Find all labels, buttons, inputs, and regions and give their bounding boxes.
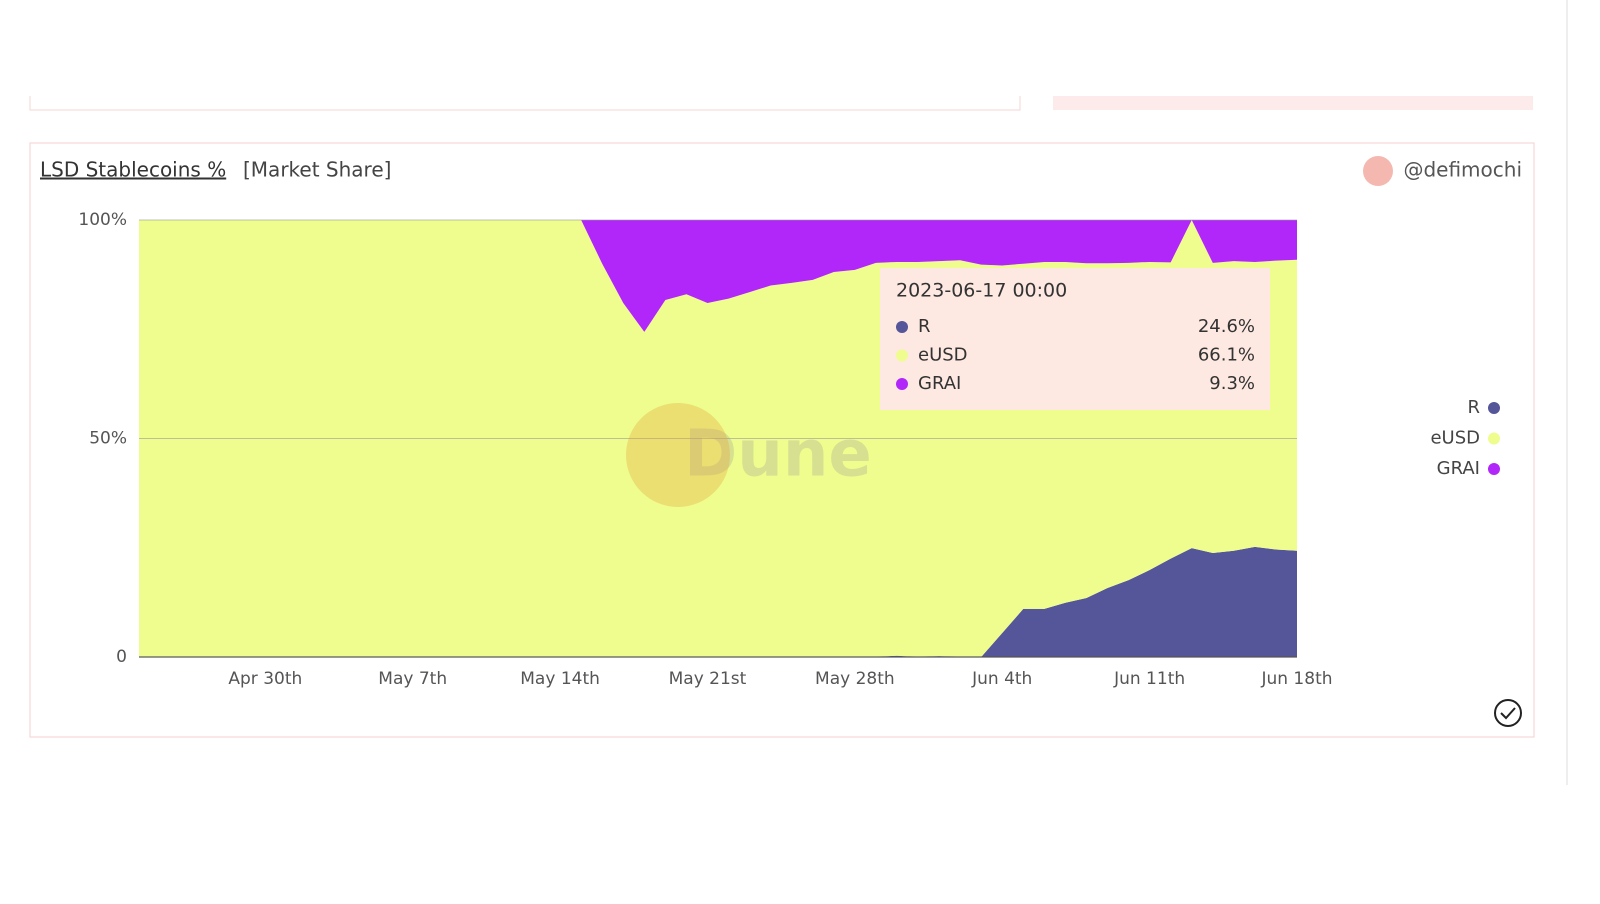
legend-swatch (1488, 432, 1500, 445)
chart-title[interactable]: LSD Stablecoins % (40, 158, 226, 182)
tooltip-value: 9.3% (1209, 373, 1255, 394)
x-tick-label: Jun 11th (1113, 669, 1185, 689)
tooltip-swatch (896, 378, 908, 390)
tooltip-value: 66.1% (1198, 345, 1255, 366)
x-tick-label: Jun 18th (1260, 669, 1332, 689)
legend-label: R (1467, 397, 1480, 418)
author-name[interactable]: @defimochi (1403, 158, 1522, 182)
x-tick-label: May 14th (520, 669, 600, 689)
area (139, 220, 1297, 332)
tooltip-series: eUSD (918, 345, 968, 366)
check-mark (1500, 707, 1516, 720)
tooltip-series: R (918, 316, 931, 337)
cover (0, 0, 1600, 96)
area (139, 546, 1297, 657)
check-icon[interactable] (1494, 699, 1522, 727)
y-tick-label: 0 (116, 647, 127, 667)
legend-swatch (1488, 402, 1500, 414)
legend-swatch (1488, 463, 1500, 475)
x-tick-label: Jun 4th (971, 669, 1032, 689)
card-above-right (1053, 96, 1533, 110)
watermark: Dune (684, 418, 872, 492)
tooltip-value: 24.6% (1198, 316, 1255, 337)
tooltip-swatch (896, 349, 908, 362)
tooltip-box (880, 268, 1270, 410)
tooltip-series: GRAI (918, 373, 961, 394)
legend-label: GRAI (1437, 458, 1480, 479)
legend-label: eUSD (1430, 428, 1480, 449)
x-tick-label: May 21st (669, 669, 747, 689)
x-tick-label: Apr 30th (228, 669, 302, 689)
watermark-logo (626, 403, 730, 507)
chart-subtitle: [Market Share] (243, 158, 391, 182)
author-avatar[interactable] (1363, 156, 1393, 186)
tooltip: 2023-06-17 00:00 R 24.6% eUSD 66.1% GRAI 9.3% (880, 268, 1270, 410)
tooltip-swatch (896, 321, 908, 333)
y-tick-label: 50% (89, 429, 127, 449)
tooltip-title: 2023-06-17 00:00 (896, 280, 1067, 302)
x-tick-label: May 7th (378, 669, 447, 689)
x-tick-label: May 28th (815, 669, 895, 689)
y-tick-label: 100% (78, 210, 127, 230)
